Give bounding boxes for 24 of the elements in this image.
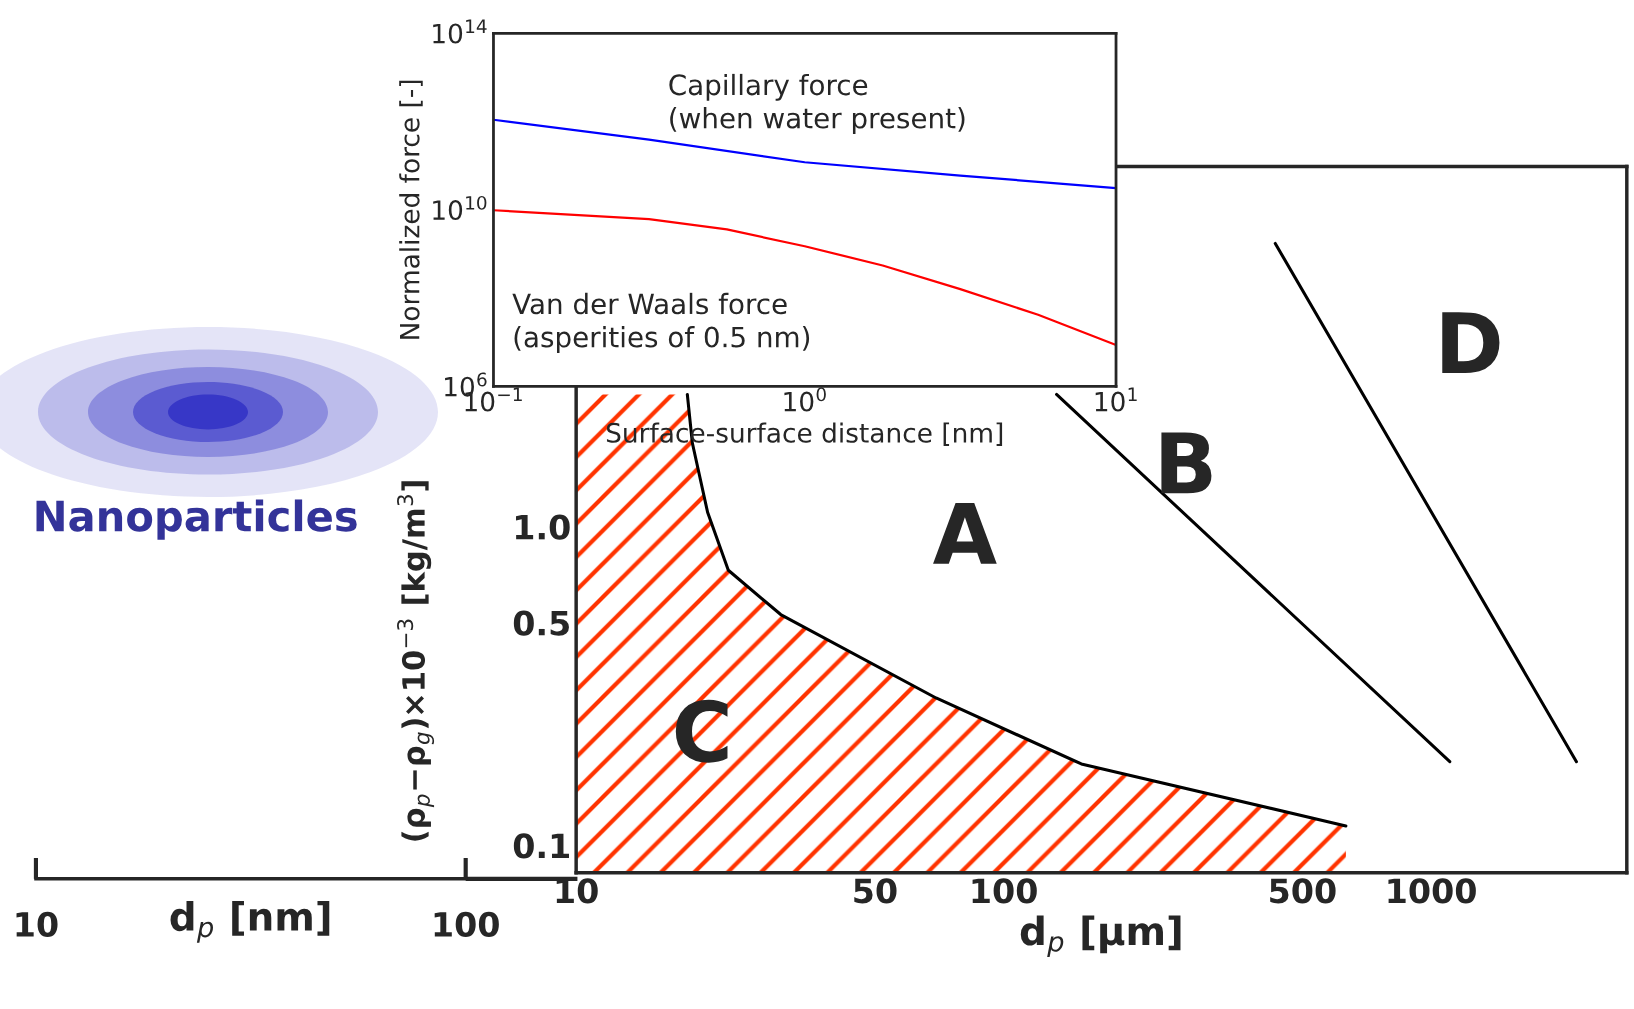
x-tick-label: 50	[854, 878, 897, 904]
text: Nanoparticles	[36, 499, 357, 540]
text: 100	[434, 911, 499, 937]
annotation: Capillary force (when water present)	[669, 73, 965, 134]
y-tick-label: 0.1	[513, 833, 569, 859]
y-tick-label: 1.0	[516, 514, 570, 540]
text: d$_{p}$ [nm]	[170, 901, 330, 943]
annotation: D	[1442, 312, 1500, 374]
x-tick-label: 500	[1270, 878, 1336, 904]
x-axis-title: d$_{p}$ [μm]	[1020, 915, 1181, 958]
y-tick-label: 0.5	[513, 610, 569, 636]
annotation: A	[933, 503, 997, 564]
text: 10	[16, 911, 58, 937]
x-tick-label: 10$^{1}$	[1095, 387, 1137, 412]
y-tick-label: 10$^{14}$	[433, 19, 487, 44]
text: (ρ$_{p}$−ρ$_{g}$)×10$^{−3}$ [kg/m$^{3}$]	[397, 481, 435, 841]
x-tick-label: 10$^{0}$	[784, 387, 826, 412]
y-tick-label: 10$^{10}$	[433, 195, 487, 221]
x-tick-label: 10	[556, 878, 598, 904]
annotation: Van der Waals force (asperities of 0.5 nm)	[512, 292, 810, 353]
x-tick-label: 1000	[1388, 878, 1476, 904]
annotation: B	[1161, 432, 1212, 494]
y-axis-title: Normalized force [-]	[399, 80, 423, 339]
x-tick-label: 100	[972, 878, 1037, 904]
